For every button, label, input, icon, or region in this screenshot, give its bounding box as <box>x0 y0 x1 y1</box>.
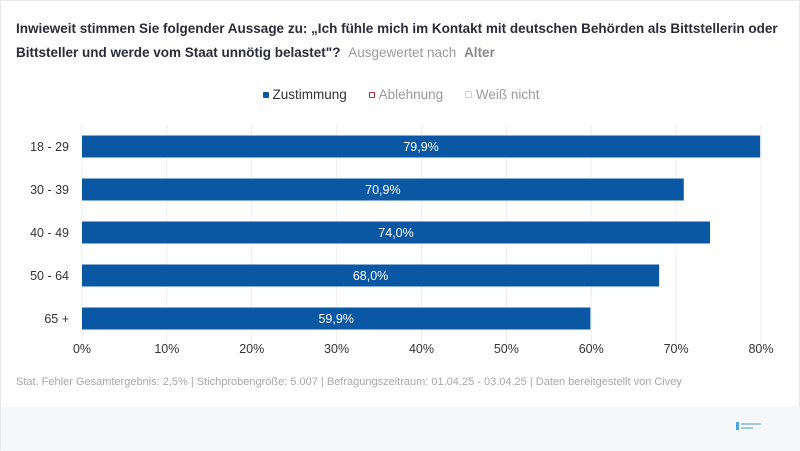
legend-item-zustimmung[interactable]: Zustimmung <box>262 87 347 102</box>
legend: Zustimmung Ablehnung Weiß nicht <box>1 87 800 102</box>
x-tick-label: 40% <box>409 342 434 356</box>
group-selector[interactable]: Alter <box>464 45 495 60</box>
bar-chart: 0% 10% 20% 30% 40% 50% 60% 70% 80% 18 - 29 79,9% 30… <box>30 125 774 356</box>
legend-swatch <box>262 92 269 98</box>
data-label: 59,9% <box>318 312 353 326</box>
x-tick-label: 0% <box>73 342 91 356</box>
footer-note: Stat. Fehler Gesamtergebnis: 2,5% | Stic… <box>16 376 682 388</box>
question-text: Inwieweit stimmen Sie folgender Aussage … <box>16 21 778 60</box>
x-tick-label: 70% <box>664 342 689 356</box>
bar[interactable] <box>82 178 684 201</box>
legend-label: Ablehnung <box>378 87 444 102</box>
bar[interactable] <box>82 307 591 330</box>
publisher-logo <box>736 422 766 430</box>
x-tick-label: 80% <box>748 342 773 356</box>
bar[interactable] <box>82 221 711 244</box>
x-tick-label: 50% <box>494 342 519 356</box>
x-tick-label: 10% <box>154 342 179 356</box>
data-label: 70,9% <box>365 183 400 197</box>
category-label: 18 - 29 <box>30 140 69 154</box>
category-label: 30 - 39 <box>30 183 69 197</box>
evaluated-by-label: Ausgewertet nach <box>348 45 457 60</box>
x-tick-label: 30% <box>324 342 349 356</box>
chart-title: Inwieweit stimmen Sie folgender Aussage … <box>16 17 786 65</box>
legend-swatch <box>464 91 472 98</box>
x-tick-label: 20% <box>239 342 264 356</box>
data-label: 74,0% <box>378 226 413 240</box>
legend-label: Zustimmung <box>272 87 347 102</box>
data-label: 79,9% <box>403 140 438 154</box>
legend-item-ablehnung[interactable]: Ablehnung <box>368 87 444 102</box>
category-label: 50 - 64 <box>30 269 69 283</box>
category-label: 40 - 49 <box>30 226 69 240</box>
x-tick-label: 60% <box>579 342 604 356</box>
legend-item-weiss-nicht[interactable]: Weiß nicht <box>464 87 540 102</box>
legend-label: Weiß nicht <box>475 87 540 102</box>
legend-swatch <box>368 92 375 98</box>
bar[interactable] <box>82 264 660 287</box>
data-label: 68,0% <box>353 269 388 283</box>
bar[interactable] <box>82 135 761 158</box>
category-label: 65 + <box>44 312 69 326</box>
bottom-bar <box>1 407 800 451</box>
